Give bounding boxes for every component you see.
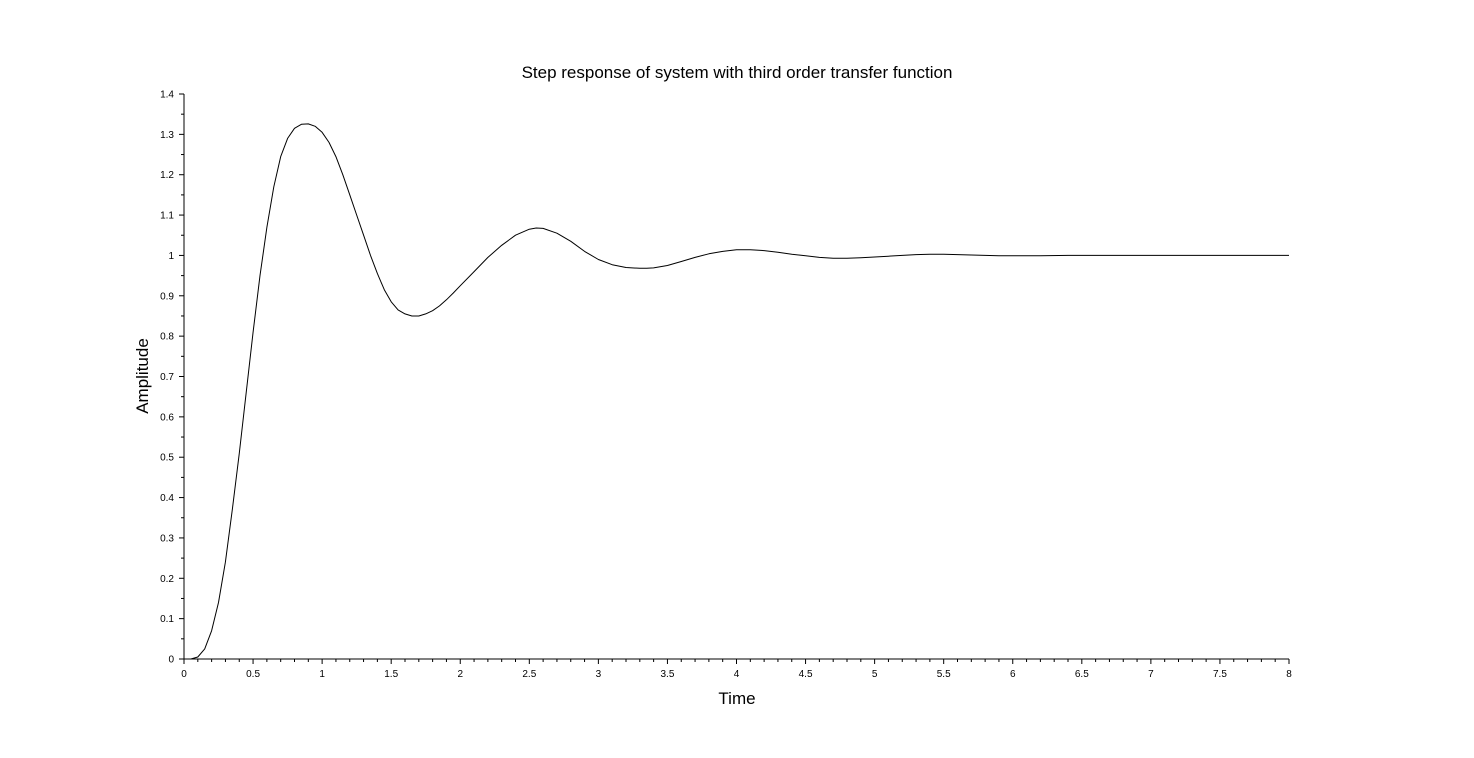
x-tick-label: 0.5	[246, 669, 260, 680]
x-tick-label: 7.5	[1213, 669, 1227, 680]
y-tick-label: 0.8	[160, 332, 174, 343]
y-tick-label: 0.2	[160, 574, 174, 585]
x-tick-label: 3.5	[660, 669, 674, 680]
step-response-line	[184, 123, 1289, 660]
x-axis-label: Time	[718, 689, 755, 708]
x-tick-label: 8	[1286, 669, 1292, 680]
y-tick-label: 1	[168, 251, 174, 262]
y-tick-label: 1.2	[160, 170, 174, 181]
y-tick-label: 0.9	[160, 291, 174, 302]
x-tick-label: 1.5	[384, 669, 398, 680]
x-tick-label: 6.5	[1075, 669, 1089, 680]
y-tick-label: 1.4	[160, 90, 174, 101]
y-tick-label: 1.3	[160, 130, 174, 141]
y-tick-label: 0.5	[160, 453, 174, 464]
y-axis-label: Amplitude	[133, 338, 152, 414]
x-tick-label: 5	[872, 669, 878, 680]
x-tick-label: 0	[181, 669, 187, 680]
y-tick-label: 0.1	[160, 614, 174, 625]
y-tick-label: 0.3	[160, 533, 174, 544]
x-tick-label: 2.5	[522, 669, 536, 680]
x-tick-label: 2	[457, 669, 463, 680]
y-tick-label: 0.4	[160, 493, 174, 504]
y-tick-label: 0	[168, 655, 174, 666]
x-tick-label: 4	[734, 669, 740, 680]
x-tick-label: 5.5	[937, 669, 951, 680]
y-tick-label: 0.7	[160, 372, 174, 383]
x-tick-label: 3	[596, 669, 602, 680]
x-tick-label: 7	[1148, 669, 1154, 680]
y-tick-label: 0.6	[160, 412, 174, 423]
x-tick-label: 6	[1010, 669, 1016, 680]
plot-area: 0 0.5 1 1.5 2 2.5 3 3.5 4 4.5 5 5.5 6 6.5 7 7.5 8 0 0.1 0.2…	[160, 90, 1292, 681]
chart-title: Step response of system with third order…	[522, 63, 953, 82]
x-tick-label: 1	[319, 669, 325, 680]
x-tick-label: 4.5	[799, 669, 813, 680]
y-tick-label: 1.1	[160, 211, 174, 222]
